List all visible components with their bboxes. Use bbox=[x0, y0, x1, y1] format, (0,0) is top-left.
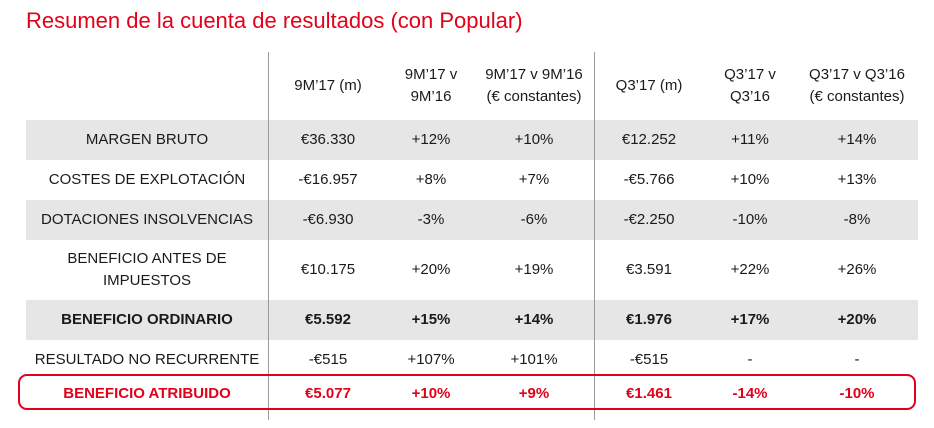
table-cell: +11% bbox=[731, 131, 769, 148]
header-cell: 9M’17 v 9M’16 (€ constantes) bbox=[485, 66, 583, 105]
table-row-highlighted: BENEFICIO ATRIBUIDO €5.077 +10% +9% €1.4… bbox=[26, 376, 918, 412]
table-cell: +15% bbox=[411, 311, 451, 328]
table-cell: €3.591 bbox=[626, 261, 672, 278]
table-cell: +20% bbox=[411, 261, 451, 278]
table-cell: +19% bbox=[514, 261, 554, 278]
page-title: Resumen de la cuenta de resultados (con … bbox=[26, 8, 523, 33]
table-row: MARGEN BRUTO €36.330 +12% +10% €12.252 +… bbox=[26, 120, 918, 160]
table-cell: -€515 bbox=[308, 351, 348, 368]
table-cell: +101% bbox=[510, 351, 558, 368]
table-cell: €5.077 bbox=[305, 385, 351, 402]
table-cell: -14% bbox=[732, 385, 768, 402]
header-cell: Q3’17 (m) bbox=[615, 77, 683, 94]
column-divider bbox=[268, 52, 269, 420]
header-cell: Q3’17 v Q3’16 (€ constantes) bbox=[809, 66, 905, 105]
table-cell: +7% bbox=[518, 171, 550, 188]
row-label: RESULTADO NO RECURRENTE bbox=[34, 351, 260, 368]
table-cell: -€2.250 bbox=[623, 211, 675, 228]
table-row: BENEFICIO ANTES DE IMPUESTOS €10.175 +20… bbox=[26, 240, 918, 300]
table-header: 9M’17 (m) 9M’17 v 9M’16 9M’17 v 9M’16 (€… bbox=[26, 52, 918, 120]
table-cell: +107% bbox=[407, 351, 455, 368]
row-label: BENEFICIO ATRIBUIDO bbox=[63, 385, 231, 402]
table-cell: -6% bbox=[520, 211, 548, 228]
table-cell: +26% bbox=[837, 261, 877, 278]
table-cell: -€5.766 bbox=[623, 171, 675, 188]
table-cell: -10% bbox=[839, 385, 875, 402]
row-label: BENEFICIO ORDINARIO bbox=[61, 311, 233, 328]
table-row: COSTES DE EXPLOTACIÓN -€16.957 +8% +7% -… bbox=[26, 160, 918, 200]
table-cell: +12% bbox=[411, 131, 451, 148]
table-cell: €10.175 bbox=[300, 261, 356, 278]
column-divider bbox=[594, 52, 595, 420]
table-cell: -€6.930 bbox=[302, 211, 354, 228]
table-cell: +14% bbox=[514, 311, 554, 328]
table-cell: +10% bbox=[730, 171, 770, 188]
header-cell: 9M’17 (m) bbox=[294, 77, 362, 94]
table-cell: +14% bbox=[837, 131, 877, 148]
row-label: BENEFICIO ANTES DE IMPUESTOS bbox=[67, 250, 227, 289]
row-label: COSTES DE EXPLOTACIÓN bbox=[48, 171, 246, 188]
row-label: MARGEN BRUTO bbox=[85, 131, 209, 148]
table-cell: -€16.957 bbox=[298, 171, 358, 188]
table-cell: - bbox=[854, 351, 860, 368]
header-cell: Q3’17 v Q3’16 bbox=[724, 66, 776, 105]
header-cell: 9M’17 v 9M’16 bbox=[404, 66, 458, 105]
table-cell: -8% bbox=[843, 211, 871, 228]
table-cell: €5.592 bbox=[305, 311, 351, 328]
table-cell: €1.976 bbox=[626, 311, 672, 328]
table-cell: +8% bbox=[415, 171, 447, 188]
table-cell: +9% bbox=[518, 385, 550, 402]
table-cell: +20% bbox=[837, 311, 877, 328]
table-row: DOTACIONES INSOLVENCIAS -€6.930 -3% -6% … bbox=[26, 200, 918, 240]
table-row: BENEFICIO ORDINARIO €5.592 +15% +14% €1.… bbox=[26, 300, 918, 340]
table-cell: +10% bbox=[411, 385, 451, 402]
table-cell: +13% bbox=[837, 171, 877, 188]
row-label: DOTACIONES INSOLVENCIAS bbox=[41, 211, 253, 228]
table-cell: -€515 bbox=[629, 351, 669, 368]
table-cell: - bbox=[747, 351, 753, 368]
table-row: RESULTADO NO RECURRENTE -€515 +107% +101… bbox=[26, 340, 918, 380]
table-cell: €36.330 bbox=[300, 131, 356, 148]
table-cell: €1.461 bbox=[626, 385, 672, 402]
table-cell: -10% bbox=[732, 211, 768, 228]
table-cell: +17% bbox=[730, 311, 770, 328]
highlight-box bbox=[18, 374, 916, 410]
table-cell: -3% bbox=[417, 211, 445, 228]
table-cell: +22% bbox=[730, 261, 770, 278]
table-cell: +10% bbox=[514, 131, 554, 148]
table-cell: €12.252 bbox=[621, 131, 677, 148]
